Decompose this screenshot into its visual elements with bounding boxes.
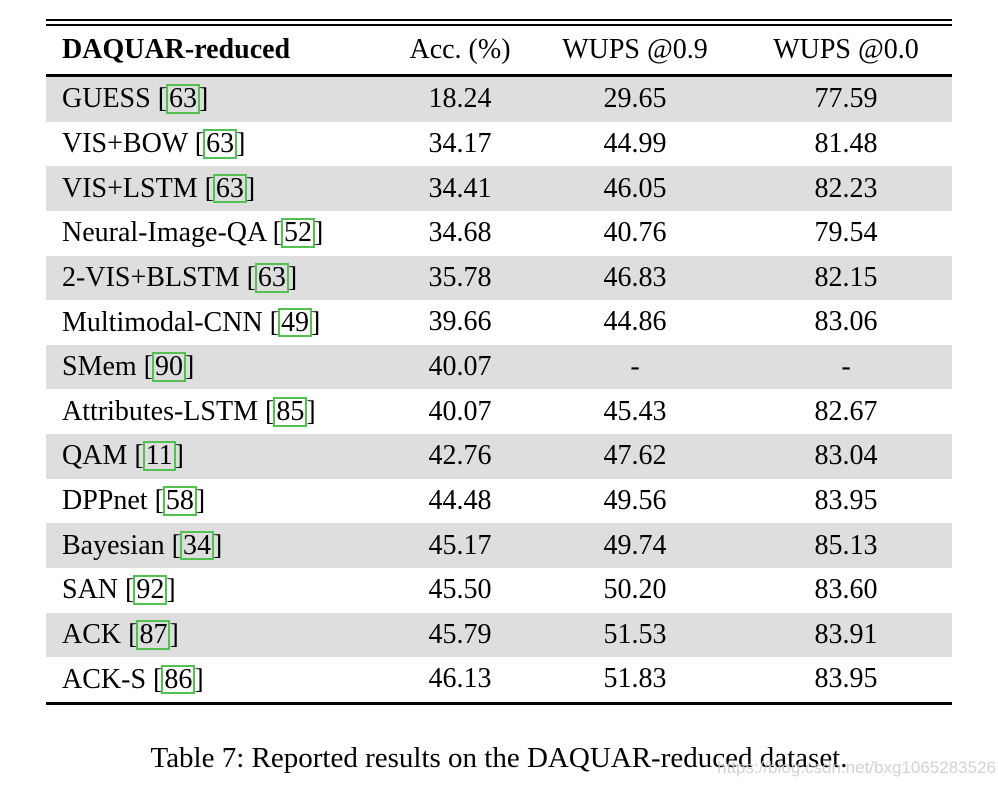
table-row: GUESS [63] 18.24 29.65 77.59	[46, 77, 952, 122]
table-row: 2-VIS+BLSTM [63] 35.78 46.83 82.15	[46, 255, 952, 301]
table-row: QAM [11] 42.76 47.62 83.04	[46, 434, 952, 479]
wups00-cell: 83.60	[814, 574, 878, 606]
acc-cell: 34.17	[428, 127, 492, 159]
acc-cell: 40.07	[428, 351, 492, 383]
method-cell: QAM [11]	[62, 440, 184, 472]
table-row: Bayesian [34] 45.17 49.74 85.13	[46, 523, 952, 568]
header-wups09: WUPS @0.9	[562, 34, 708, 65]
table-header-row: DAQUAR-reduced Acc. (%) WUPS @0.9 WUPS @…	[46, 26, 952, 74]
method-cell: Bayesian [34]	[62, 529, 223, 561]
acc-cell: 45.17	[428, 529, 492, 561]
acc-cell: 39.66	[428, 306, 492, 338]
wups00-cell: 83.95	[814, 484, 878, 516]
wups09-cell: 49.56	[603, 484, 667, 516]
wups09-cell: 50.20	[603, 574, 667, 606]
table-row: Multimodal-CNN [49] 39.66 44.86 83.06	[46, 300, 952, 345]
wups00-cell: 82.67	[814, 395, 878, 427]
method-cell: SAN [92]	[62, 574, 176, 606]
header-accuracy: Acc. (%)	[409, 34, 511, 65]
watermark-url: https://blog.csdn.net/bxg1065283526	[717, 758, 996, 777]
citation-link[interactable]: 52	[281, 218, 316, 249]
wups09-cell: 46.83	[603, 261, 667, 293]
acc-cell: 45.79	[428, 618, 492, 650]
acc-cell: 44.48	[428, 484, 492, 516]
wups09-cell: 29.65	[603, 83, 667, 115]
wups00-cell: 82.15	[814, 261, 878, 293]
table-caption: Table 7: Reported results on the DAQUAR-…	[150, 742, 848, 774]
method-cell: Multimodal-CNN [49]	[62, 306, 321, 338]
citation-link[interactable]: 63	[254, 262, 289, 293]
table-row: SAN [92] 45.50 50.20 83.60	[46, 568, 952, 613]
method-cell: ACK-S [86]	[62, 663, 204, 695]
acc-cell: 34.68	[428, 217, 492, 249]
header-rule	[46, 74, 952, 77]
wups00-cell: 85.13	[814, 529, 878, 561]
method-cell: Neural-Image-QA [52]	[62, 217, 324, 249]
wups09-cell: 49.74	[603, 529, 667, 561]
wups09-cell: 46.05	[603, 172, 667, 204]
citation-link[interactable]: 63	[203, 129, 238, 159]
header-dataset: DAQUAR-reduced	[62, 34, 291, 65]
wups09-cell: -	[630, 351, 640, 383]
wups09-cell: 51.83	[603, 663, 667, 695]
citation-link[interactable]: 49	[278, 307, 312, 338]
table-row: ACK [87] 45.79 51.53 83.91	[46, 612, 952, 658]
wups09-cell: 45.43	[603, 395, 667, 427]
acc-cell: 42.76	[428, 440, 492, 472]
citation-link[interactable]: 34	[179, 530, 214, 561]
header-wups00: WUPS @0.0	[773, 34, 919, 65]
acc-cell: 34.41	[428, 172, 492, 204]
table-row: Attributes-LSTM [85] 40.07 45.43 82.67	[46, 389, 952, 434]
citation-link[interactable]: 63	[166, 84, 201, 115]
wups09-cell: 44.99	[603, 127, 667, 159]
citation-link[interactable]: 86	[161, 664, 196, 695]
citation-link[interactable]: 90	[152, 352, 186, 382]
acc-cell: 45.50	[428, 574, 492, 606]
acc-cell: 18.24	[428, 83, 492, 115]
wups00-cell: 83.04	[814, 440, 878, 472]
wups00-cell: -	[841, 351, 851, 383]
bottom-rule	[46, 701, 952, 705]
wups09-cell: 51.53	[603, 618, 667, 650]
top-rule-1	[46, 19, 952, 21]
table-body: GUESS [63] 18.24 29.65 77.59 VIS+BOW [63] 34.…	[46, 77, 952, 702]
results-table: DAQUAR-reduced Acc. (%) WUPS @0.9 WUPS @…	[46, 19, 952, 705]
table-row: SMem [90] 40.07 - -	[46, 344, 952, 390]
method-cell: VIS+BOW [63]	[62, 128, 246, 160]
method-cell: GUESS [63]	[62, 83, 209, 115]
method-cell: SMem [90]	[62, 351, 195, 383]
method-cell: DPPnet [58]	[62, 485, 206, 517]
citation-link[interactable]: 87	[136, 619, 171, 650]
table-row: VIS+LSTM [63] 34.41 46.05 82.23	[46, 166, 952, 211]
citation-link[interactable]: 63	[212, 173, 247, 204]
acc-cell: 46.13	[428, 663, 492, 695]
method-cell: ACK [87]	[62, 618, 179, 650]
wups00-cell: 77.59	[814, 83, 878, 115]
acc-cell: 35.78	[428, 261, 492, 293]
method-cell: 2-VIS+BLSTM [63]	[62, 261, 298, 293]
table-row: Neural-Image-QA [52] 34.68 40.76 79.54	[46, 211, 952, 256]
citation-link[interactable]: 11	[142, 441, 176, 472]
wups00-cell: 79.54	[814, 217, 878, 249]
wups00-cell: 83.95	[814, 663, 878, 695]
citation-link[interactable]: 58	[162, 486, 197, 516]
table-row: ACK-S [86] 46.13 51.83 83.95	[46, 657, 952, 702]
citation-link[interactable]: 92	[133, 575, 168, 606]
table-row: DPPnet [58] 44.48 49.56 83.95	[46, 479, 952, 524]
top-rule-2	[46, 24, 952, 26]
wups09-cell: 44.86	[603, 306, 667, 338]
wups00-cell: 83.91	[814, 618, 878, 650]
wups00-cell: 81.48	[814, 127, 878, 159]
wups09-cell: 47.62	[603, 440, 667, 472]
method-cell: VIS+LSTM [63]	[62, 172, 256, 204]
acc-cell: 40.07	[428, 395, 492, 427]
method-cell: Attributes-LSTM [85]	[62, 395, 316, 427]
citation-link[interactable]: 85	[273, 396, 308, 427]
table-row: VIS+BOW [63] 34.17 44.99 81.48	[46, 122, 952, 167]
wups00-cell: 82.23	[814, 172, 878, 204]
wups00-cell: 83.06	[814, 306, 878, 338]
wups09-cell: 40.76	[603, 217, 667, 249]
